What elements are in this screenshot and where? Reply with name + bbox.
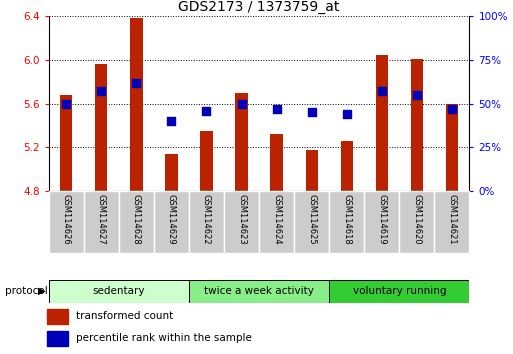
Text: transformed count: transformed count [76, 312, 173, 321]
Point [167, 118, 175, 124]
Point [378, 88, 386, 94]
Text: GSM114618: GSM114618 [342, 194, 351, 245]
Bar [294, 191, 329, 253]
Point [97, 88, 105, 94]
Bar [329, 191, 364, 253]
Bar [189, 191, 224, 253]
Bar [189, 280, 329, 303]
Text: GSM114626: GSM114626 [62, 194, 71, 245]
Bar [364, 191, 399, 253]
Point [272, 106, 281, 112]
Bar [306, 149, 318, 191]
Bar [119, 191, 154, 253]
Bar [154, 191, 189, 253]
Text: GSM114623: GSM114623 [237, 194, 246, 245]
Text: GSM114625: GSM114625 [307, 194, 316, 245]
Text: GSM114629: GSM114629 [167, 194, 176, 245]
Bar [235, 93, 248, 191]
Point [448, 106, 456, 112]
Text: GSM114627: GSM114627 [97, 194, 106, 245]
Bar [435, 191, 469, 253]
Bar [47, 331, 68, 346]
Point [62, 101, 70, 106]
Bar [49, 280, 189, 303]
Text: GSM114622: GSM114622 [202, 194, 211, 245]
Text: ▶: ▶ [37, 286, 45, 296]
Point [202, 108, 210, 113]
Text: GSM114628: GSM114628 [132, 194, 141, 245]
Bar [84, 191, 119, 253]
Text: GSM114619: GSM114619 [377, 194, 386, 245]
Point [412, 92, 421, 98]
Text: sedentary: sedentary [92, 286, 145, 296]
Bar [399, 191, 435, 253]
Bar [95, 64, 107, 191]
Bar [341, 141, 353, 191]
Bar [201, 131, 212, 191]
Bar [165, 154, 177, 191]
Text: voluntary running: voluntary running [352, 286, 446, 296]
Text: twice a week activity: twice a week activity [204, 286, 314, 296]
Bar [130, 18, 143, 191]
Text: GSM114624: GSM114624 [272, 194, 281, 245]
Text: GSM114621: GSM114621 [447, 194, 457, 245]
Bar [49, 191, 84, 253]
Text: protocol: protocol [5, 286, 48, 296]
Point [238, 101, 246, 106]
Bar [60, 95, 72, 191]
Bar [270, 134, 283, 191]
Bar [446, 103, 458, 191]
Bar [411, 59, 423, 191]
Point [343, 111, 351, 117]
Bar [47, 309, 68, 324]
Bar [376, 55, 388, 191]
Bar [329, 280, 469, 303]
Title: GDS2173 / 1373759_at: GDS2173 / 1373759_at [179, 0, 340, 13]
Bar [259, 191, 294, 253]
Point [307, 109, 315, 115]
Point [132, 80, 141, 85]
Bar [224, 191, 259, 253]
Text: GSM114620: GSM114620 [412, 194, 421, 245]
Text: percentile rank within the sample: percentile rank within the sample [76, 333, 252, 343]
